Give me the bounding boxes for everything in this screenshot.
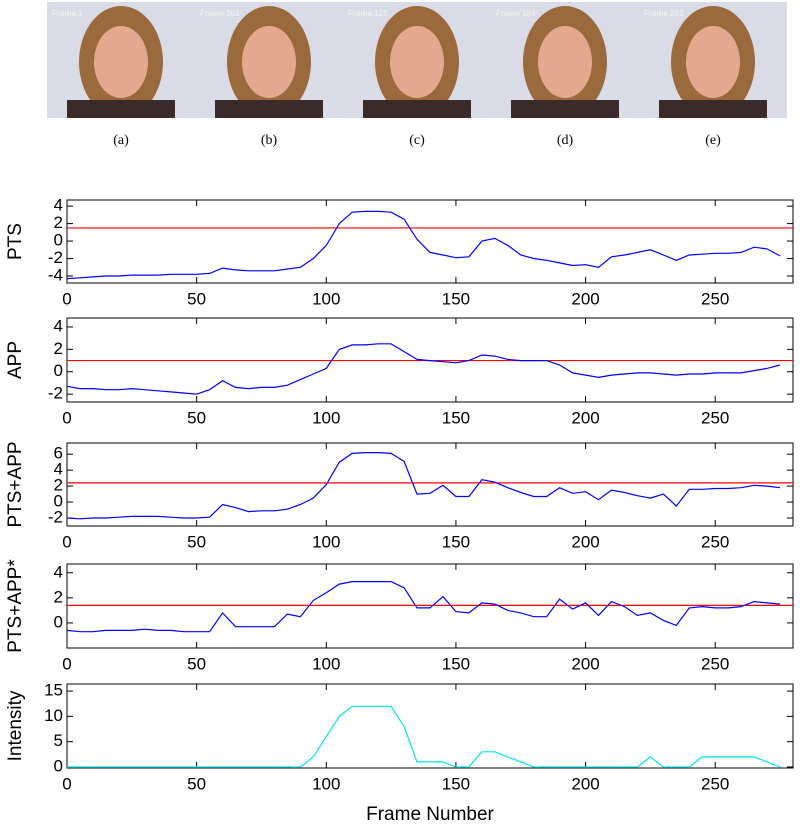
y-tick-label: 2 <box>54 476 63 495</box>
x-tick-label: 150 <box>442 532 470 551</box>
frame-label: Frame 253 <box>644 9 684 18</box>
data-line <box>67 705 781 768</box>
panel-caption: (e) <box>705 133 721 148</box>
panel-caption: (d) <box>557 133 574 148</box>
x-tick-label: 200 <box>571 654 599 673</box>
x-tick-label: 100 <box>312 408 340 427</box>
y-tick-label: -4 <box>48 265 63 284</box>
y-tick-label: 2 <box>54 339 63 358</box>
y-tick-label: 0 <box>54 492 63 511</box>
y-tick-label: 0 <box>54 361 63 380</box>
face <box>242 26 296 98</box>
face <box>538 26 592 98</box>
y-tick-label: 15 <box>44 681 63 700</box>
face <box>686 26 740 98</box>
y-tick-label: 10 <box>44 706 63 725</box>
x-tick-label: 100 <box>312 289 340 308</box>
x-tick-label: 100 <box>312 774 340 793</box>
y-axis-label: Intensity <box>5 690 26 761</box>
frame-label: Frame 125 <box>348 9 388 18</box>
y-tick-label: 4 <box>54 562 63 581</box>
shoulders <box>659 100 767 118</box>
x-tick-label: 0 <box>62 408 71 427</box>
x-tick-label: 50 <box>187 532 206 551</box>
y-tick-label: 4 <box>54 196 63 215</box>
x-tick-label: 200 <box>571 289 599 308</box>
x-tick-label: 200 <box>571 774 599 793</box>
data-line <box>66 210 781 280</box>
plot-frame <box>66 563 794 649</box>
plot-frame <box>66 199 794 284</box>
x-axis-label: Frame Number <box>366 804 494 825</box>
frame-label: Frame 153 <box>496 9 536 18</box>
y-tick-label: -2 <box>48 248 63 267</box>
x-tick-label: 50 <box>187 654 206 673</box>
x-tick-label: 250 <box>701 532 729 551</box>
y-tick-label: 2 <box>54 213 63 232</box>
x-tick-label: 250 <box>701 289 729 308</box>
y-tick-label: 0 <box>54 231 63 250</box>
y-tick-label: -2 <box>48 508 63 527</box>
x-tick-label: 150 <box>442 654 470 673</box>
y-axis-label: PTS <box>5 223 26 260</box>
x-tick-label: 150 <box>442 408 470 427</box>
y-tick-label: 6 <box>54 444 63 463</box>
data-line <box>66 452 781 520</box>
y-tick-label: 5 <box>54 731 63 750</box>
data-line <box>66 343 781 395</box>
y-tick-label: 4 <box>54 316 63 335</box>
x-tick-label: 50 <box>187 774 206 793</box>
x-tick-label: 50 <box>187 289 206 308</box>
y-tick-label: 2 <box>54 587 63 606</box>
y-tick-label: 0 <box>54 612 63 631</box>
y-axis-label: APP <box>5 341 26 379</box>
y-tick-label: -2 <box>48 384 63 403</box>
face <box>94 26 148 98</box>
panel-caption: (a) <box>113 133 129 148</box>
y-axis-label: PTS+APP* <box>5 559 26 653</box>
data-line <box>66 581 781 633</box>
x-tick-label: 0 <box>62 289 71 308</box>
x-tick-label: 0 <box>62 774 71 793</box>
x-tick-label: 250 <box>701 654 729 673</box>
shoulders <box>511 100 619 118</box>
x-tick-label: 100 <box>312 654 340 673</box>
frame-label: Frame 101 <box>200 9 240 18</box>
shoulders <box>363 100 471 118</box>
panel-caption: (c) <box>409 133 425 148</box>
panel-caption: (b) <box>261 133 278 148</box>
shoulders <box>67 100 175 118</box>
x-tick-label: 200 <box>571 532 599 551</box>
x-tick-label: 100 <box>312 532 340 551</box>
x-tick-label: 150 <box>442 774 470 793</box>
x-tick-label: 50 <box>187 408 206 427</box>
y-tick-label: 0 <box>54 756 63 775</box>
x-tick-label: 0 <box>62 654 71 673</box>
shoulders <box>215 100 323 118</box>
x-tick-label: 150 <box>442 289 470 308</box>
frame-label: Frame 1 <box>52 9 83 18</box>
x-tick-label: 0 <box>62 532 71 551</box>
plot-frame <box>66 442 794 527</box>
x-tick-label: 250 <box>701 408 729 427</box>
x-tick-label: 200 <box>571 408 599 427</box>
face <box>390 26 444 98</box>
plot-frame <box>66 683 794 769</box>
y-tick-label: 4 <box>54 460 63 479</box>
y-axis-label: PTS+APP <box>5 441 26 527</box>
x-tick-label: 250 <box>701 774 729 793</box>
